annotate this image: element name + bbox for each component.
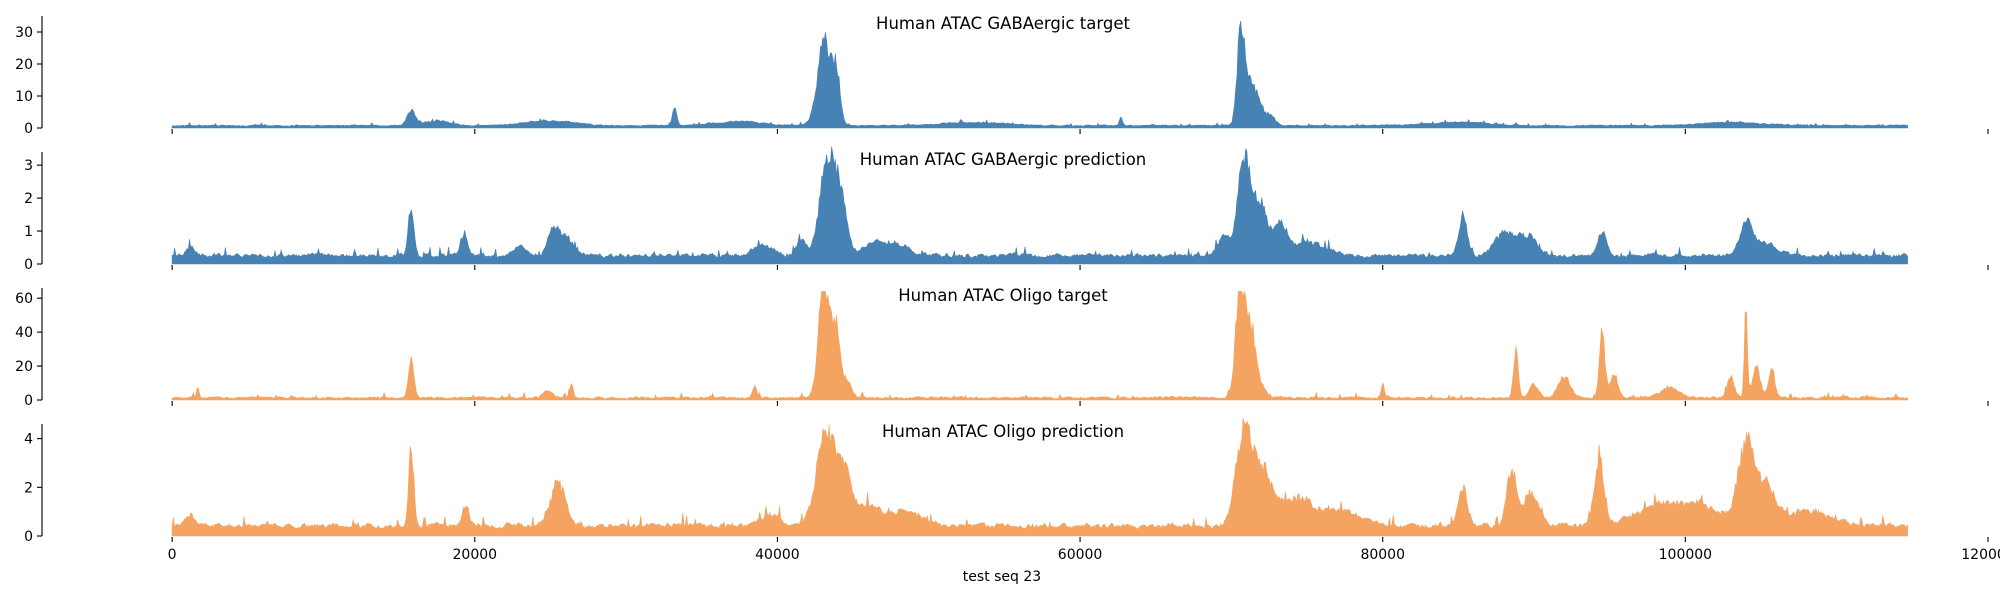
x-axis-label: test seq 23	[963, 569, 1041, 585]
x-tick-label-6: 120000	[1961, 547, 2000, 563]
series-area-3	[171, 291, 1908, 401]
panel-title-2: Human ATAC GABAergic prediction	[860, 150, 1147, 169]
x-tick-label-5: 100000	[1659, 547, 1712, 563]
series-area-4	[171, 417, 1908, 537]
panel-4: 0 2 4 0 20000 40000 60000 80000 100000 120000 Huma…	[24, 417, 2000, 563]
panel-title-3: Human ATAC Oligo target	[898, 286, 1108, 305]
panel-3: 0 20 40 60 Human ATAC Oligo target	[15, 286, 1989, 409]
y-tick-label-2-3: 3	[24, 158, 33, 174]
y-tick-label-2-2: 2	[24, 191, 33, 207]
panel-title-1: Human ATAC GABAergic target	[876, 14, 1130, 33]
y-tick-label-1-0: 0	[24, 121, 33, 137]
y-tick-label-3-1: 20	[15, 359, 33, 375]
x-tick-label-1: 20000	[453, 547, 498, 563]
y-tick-label-2-0: 0	[24, 257, 33, 273]
y-tick-label-3-0: 0	[24, 393, 33, 409]
y-tick-label-4-0: 0	[24, 529, 33, 545]
series-area-1	[171, 20, 1908, 129]
y-tick-label-4-2: 4	[24, 432, 33, 448]
y-tick-label-3-3: 60	[15, 291, 33, 307]
y-tick-label-2-1: 1	[24, 224, 33, 240]
x-tick-label-2: 40000	[755, 547, 800, 563]
panel-1: 0 10 20 30 Human ATAC GABAergic target	[15, 14, 1989, 137]
y-tick-label-4-1: 2	[24, 480, 33, 496]
panel-2: 0 1 2 3 Human ATAC GABAergic prediction	[24, 146, 1989, 273]
y-tick-label-1-1: 10	[15, 89, 33, 105]
y-tick-label-3-2: 40	[15, 325, 33, 341]
x-tick-label-3: 60000	[1058, 547, 1103, 563]
y-tick-label-1-3: 30	[15, 25, 33, 41]
panel-title-4: Human ATAC Oligo prediction	[882, 422, 1124, 441]
series-area-2	[171, 146, 1908, 265]
x-tick-label-4: 80000	[1360, 547, 1405, 563]
y-tick-label-1-2: 20	[15, 57, 33, 73]
x-tick-label-0: 0	[168, 547, 177, 563]
